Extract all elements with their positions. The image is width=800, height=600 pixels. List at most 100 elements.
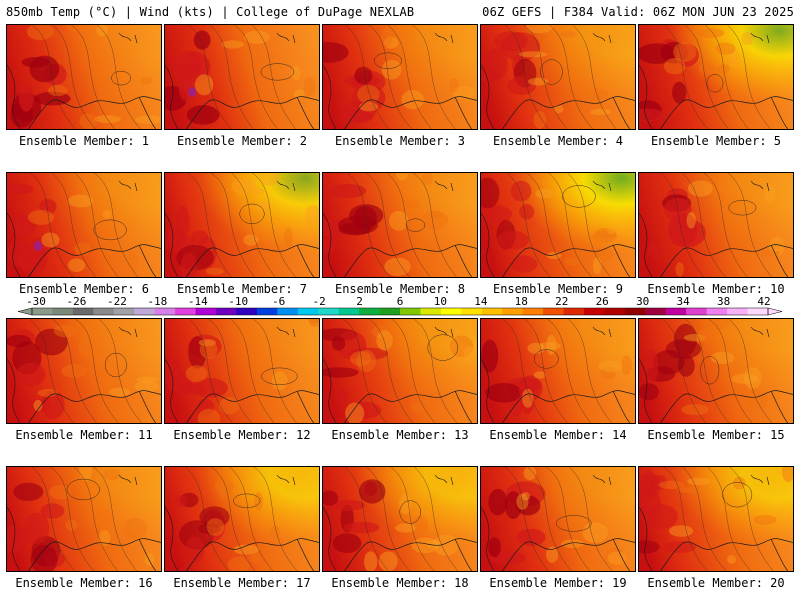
ensemble-member-label: Ensemble Member: 18 (331, 576, 469, 590)
colorbar-swatch (645, 308, 667, 315)
product-title: 850mb Temp (°C) | Wind (kts) | College o… (6, 5, 415, 19)
ensemble-member-label: Ensemble Member: 14 (489, 428, 627, 442)
colorbar-swatch (277, 308, 299, 315)
temperature-field-map (639, 173, 793, 277)
temperature-field-map (165, 173, 319, 277)
colorbar-swatch (624, 308, 646, 315)
colorbar-swatch (440, 308, 462, 315)
colorbar-swatch (584, 308, 605, 315)
temperature-field-map (481, 319, 635, 423)
temperature-colorbar: -30 -26 -22 -18 -14 -10 -6 -2 2 6 10 14 18 22 26 30 34 38… (17, 295, 783, 316)
temperature-field-map (7, 319, 161, 423)
ensemble-panel (480, 466, 636, 572)
ensemble-member-label: Ensemble Member: 2 (176, 134, 308, 148)
colorbar-swatch (195, 308, 217, 315)
ensemble-panel (6, 318, 162, 424)
colorbar-swatch (502, 308, 524, 315)
colorbar-swatch (154, 308, 176, 315)
ensemble-panel (638, 24, 794, 130)
ensemble-member-label: Ensemble Member: 15 (647, 428, 785, 442)
colorbar-tick-label: 42 (757, 295, 770, 308)
colorbar-max-arrow (767, 307, 783, 316)
temperature-field-map (165, 319, 319, 423)
colorbar-swatch (32, 308, 53, 315)
colorbar-tick-label: 34 (676, 295, 690, 308)
ensemble-panel (322, 318, 478, 424)
colorbar-swatch (665, 308, 687, 315)
colorbar-swatch (216, 308, 237, 315)
colorbar-tick-label: 6 (397, 295, 404, 308)
ensemble-member-label: Ensemble Member: 3 (334, 134, 466, 148)
colorbar-swatch (461, 308, 483, 315)
temperature-field-map (323, 467, 477, 571)
colorbar-tick-label: -10 (228, 295, 248, 308)
temperature-field-map (165, 467, 319, 571)
temperature-field-map (481, 25, 635, 129)
temperature-field-map (639, 467, 793, 571)
colorbar-swatch (563, 308, 585, 315)
ensemble-panel (638, 466, 794, 572)
ensemble-panel (6, 24, 162, 130)
colorbar-swatch (379, 308, 401, 315)
ensemble-panel (164, 466, 320, 572)
temperature-field-map (323, 173, 477, 277)
temperature-field-map (639, 319, 793, 423)
ensemble-member-label: Ensemble Member: 8 (334, 282, 466, 296)
colorbar-swatch (706, 308, 728, 315)
ensemble-panel (322, 466, 478, 572)
colorbar-tick-label: 30 (636, 295, 649, 308)
colorbar-swatch (72, 308, 94, 315)
colorbar-swatch (318, 308, 340, 315)
ensemble-member-label: Ensemble Member: 4 (492, 134, 624, 148)
colorbar-swatch (338, 308, 360, 315)
ensemble-member-label: Ensemble Member: 10 (647, 282, 785, 296)
colorbar-tick-label: -14 (188, 295, 208, 308)
ensemble-member-label: Ensemble Member: 5 (650, 134, 782, 148)
colorbar-swatch (522, 308, 544, 315)
colorbar-swatch (52, 308, 74, 315)
temperature-field-map (481, 173, 635, 277)
colorbar-tick-label: 18 (515, 295, 528, 308)
colorbar-tick-label: -6 (272, 295, 285, 308)
ensemble-panel (6, 172, 162, 278)
ensemble-member-label: Ensemble Member: 19 (489, 576, 627, 590)
ensemble-member-label: Ensemble Member: 1 (18, 134, 150, 148)
ensemble-member-label: Ensemble Member: 11 (15, 428, 153, 442)
temperature-field-map (323, 319, 477, 423)
ensemble-panel (322, 24, 478, 130)
colorbar-tick-label: -30 (26, 295, 46, 308)
ensemble-panel (6, 466, 162, 572)
temperature-field-map (165, 25, 319, 129)
colorbar-swatch (686, 308, 708, 315)
ensemble-member-label: Ensemble Member: 7 (176, 282, 308, 296)
colorbar-swatch (604, 308, 626, 315)
ensemble-member-label: Ensemble Member: 9 (492, 282, 624, 296)
temperature-field-map (639, 25, 793, 129)
temperature-field-map (323, 25, 477, 129)
colorbar-tick-label: -22 (107, 295, 127, 308)
colorbar-tick-label: 2 (356, 295, 363, 308)
colorbar-tick-label: 38 (717, 295, 730, 308)
colorbar-swatch (134, 308, 156, 315)
colorbar-swatch (93, 308, 115, 315)
ensemble-panel (164, 24, 320, 130)
colorbar-swatch (297, 308, 319, 315)
colorbar-swatch (359, 308, 380, 315)
colorbar-swatch (481, 308, 503, 315)
ensemble-member-label: Ensemble Member: 16 (15, 576, 153, 590)
ensemble-member-label: Ensemble Member: 6 (18, 282, 150, 296)
temperature-field-map (7, 173, 161, 277)
colorbar-tick-label: -2 (312, 295, 325, 308)
colorbar-swatch (236, 308, 258, 315)
ensemble-panel (638, 318, 794, 424)
colorbar-swatch (175, 308, 196, 315)
ensemble-panel (480, 24, 636, 130)
colorbar-tick-label: 10 (434, 295, 447, 308)
ensemble-member-label: Ensemble Member: 17 (173, 576, 311, 590)
ensemble-panel (322, 172, 478, 278)
ensemble-panel (164, 172, 320, 278)
temperature-field-map (7, 25, 161, 129)
colorbar-swatch (727, 308, 748, 315)
ensemble-panel (480, 172, 636, 278)
ensemble-panel (638, 172, 794, 278)
